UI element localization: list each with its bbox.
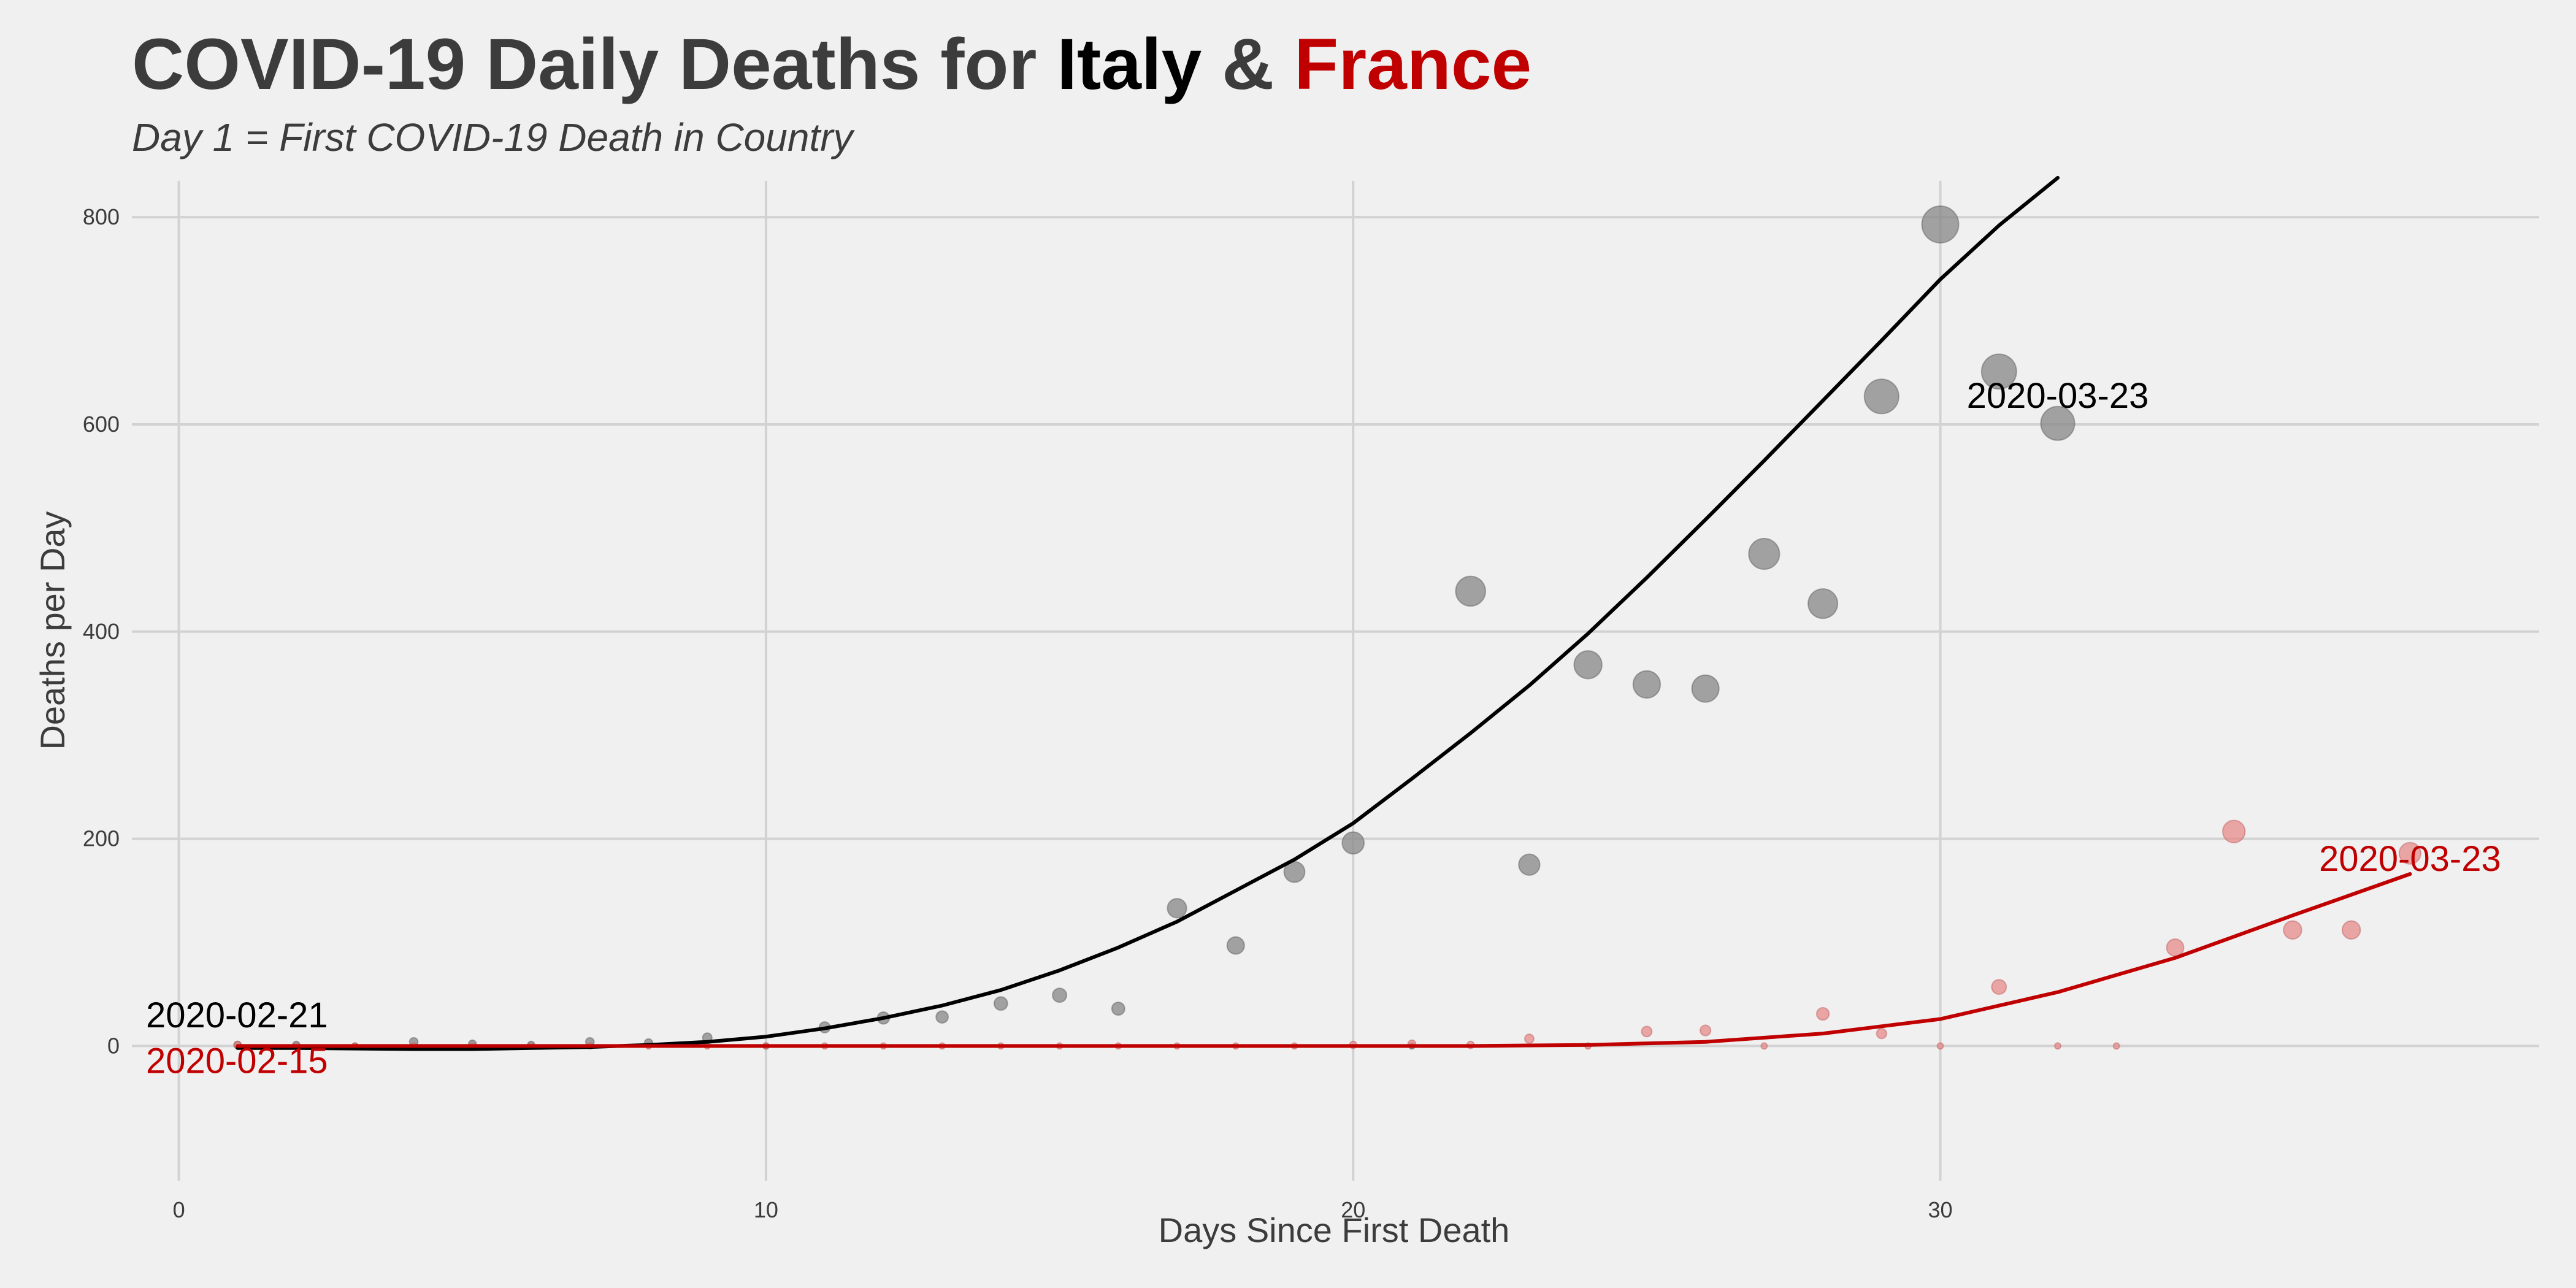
x-tick-label: 30 [1928, 1197, 1953, 1222]
france-point [1760, 1042, 1768, 1050]
italy-start-date-label: 2020-02-21 [146, 995, 328, 1035]
italy-end-date-label: 2020-03-23 [1967, 376, 2149, 416]
y-tick-label: 800 [83, 204, 120, 229]
italy-point [1573, 650, 1603, 680]
italy-point [1341, 831, 1365, 855]
tick-layer: 0 10 20 30 0 200 400 600 800 [83, 204, 1953, 1222]
italy-point [1807, 588, 1839, 619]
france-point [1876, 1027, 1887, 1040]
title-part-1: COVID-19 Daily Deaths for [132, 24, 1057, 105]
annotation-layer: 2020-02-21 2020-03-23 2020-02-15 2020-03-23 [146, 376, 2501, 1081]
italy-point [1111, 1002, 1125, 1016]
italy-point [2040, 405, 2076, 441]
france-point [1936, 1042, 1944, 1050]
france-point [2166, 938, 2185, 957]
france-point [2221, 819, 2246, 844]
france-point [2112, 1042, 2120, 1050]
x-axis-title: Days Since First Death [1159, 1211, 1510, 1249]
france-point [2283, 920, 2302, 940]
italy-point [993, 996, 1008, 1011]
x-tick-label: 0 [173, 1197, 185, 1222]
y-tick-label: 400 [83, 619, 120, 644]
italy-point [1748, 538, 1781, 570]
title-part-3: & [1202, 24, 1294, 105]
italy-point [935, 1010, 949, 1024]
italy-point [1863, 378, 1899, 415]
italy-point [1518, 853, 1541, 876]
chart-subtitle: Day 1 = First COVID-19 Death in Country [132, 115, 856, 159]
italy-point [1691, 674, 1720, 703]
france-point [1815, 1006, 1830, 1021]
y-tick-label: 200 [83, 826, 120, 851]
france-point [1641, 1025, 1653, 1038]
italy-point [1921, 205, 1960, 243]
title-italy: Italy [1057, 24, 1202, 105]
x-tick-label: 20 [1341, 1197, 1365, 1222]
france-start-date-label: 2020-02-15 [146, 1041, 328, 1081]
italy-point [1167, 898, 1187, 919]
trend-layer [236, 175, 2412, 1051]
y-axis-title: Deaths per Day [33, 511, 72, 749]
france-point [2398, 841, 2421, 865]
x-tick-label: 10 [754, 1197, 778, 1222]
france-trend-line [236, 872, 2412, 1048]
france-point [1991, 979, 2007, 995]
france-point [2054, 1042, 2061, 1050]
france-point [2341, 920, 2361, 940]
italy-point [1052, 987, 1068, 1003]
france-point [1700, 1024, 1712, 1037]
italy-point [1226, 936, 1245, 955]
y-tick-label: 600 [83, 412, 120, 437]
italy-point [1632, 670, 1662, 699]
france-end-date-label: 2020-03-23 [2319, 839, 2501, 879]
chart-title: COVID-19 Daily Deaths for Italy & France [132, 24, 1531, 105]
italy-point [1980, 353, 2017, 390]
y-tick-label: 0 [107, 1033, 120, 1058]
title-france: France [1294, 24, 1531, 105]
italy-point [1455, 575, 1486, 607]
france-point [1524, 1033, 1535, 1045]
